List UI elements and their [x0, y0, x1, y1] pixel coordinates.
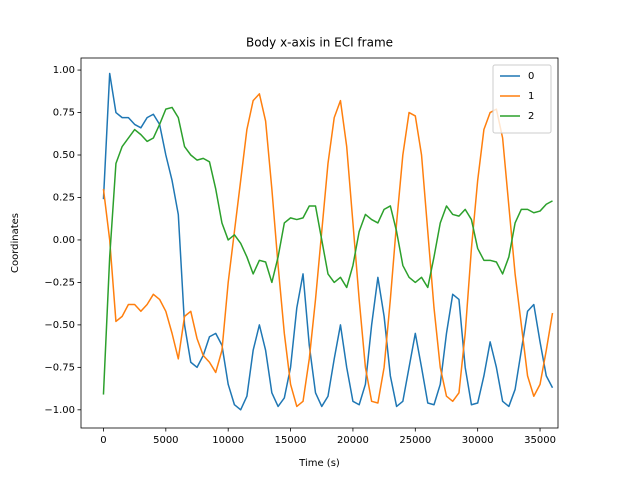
x-tick-label: 20000 [337, 435, 369, 446]
x-tick-label: 35000 [524, 435, 556, 446]
x-axis-label: Time (s) [298, 458, 340, 469]
chart-title: Body x-axis in ECI frame [246, 36, 393, 50]
y-tick-label: 0.25 [53, 192, 75, 203]
legend-label: 0 [528, 71, 534, 82]
series-line [102, 72, 554, 411]
legend-label: 2 [528, 111, 534, 122]
legend-box [492, 64, 552, 134]
series-line [102, 106, 553, 395]
y-tick-label: 0.00 [53, 235, 75, 246]
x-tick-label: 15000 [275, 435, 307, 446]
y-axis-label: Coordinates [10, 213, 21, 273]
series-line [102, 93, 554, 408]
y-tick-label: 0.75 [53, 108, 75, 119]
legend-label: 1 [528, 91, 534, 102]
x-tick-label: 10000 [212, 435, 244, 446]
x-tick-label: 30000 [462, 435, 494, 446]
x-tick-label: 0 [100, 435, 106, 446]
x-tick-label: 5000 [153, 435, 178, 446]
plot-frame [80, 57, 559, 429]
y-tick-label: 0.50 [53, 150, 75, 161]
x-tick-label: 25000 [399, 435, 431, 446]
y-tick-label: −0.75 [44, 362, 75, 373]
y-tick-label: −0.25 [44, 277, 75, 288]
y-tick-label: 1.00 [53, 65, 75, 76]
y-tick-label: −1.00 [44, 405, 75, 416]
y-tick-label: −0.50 [44, 320, 75, 331]
